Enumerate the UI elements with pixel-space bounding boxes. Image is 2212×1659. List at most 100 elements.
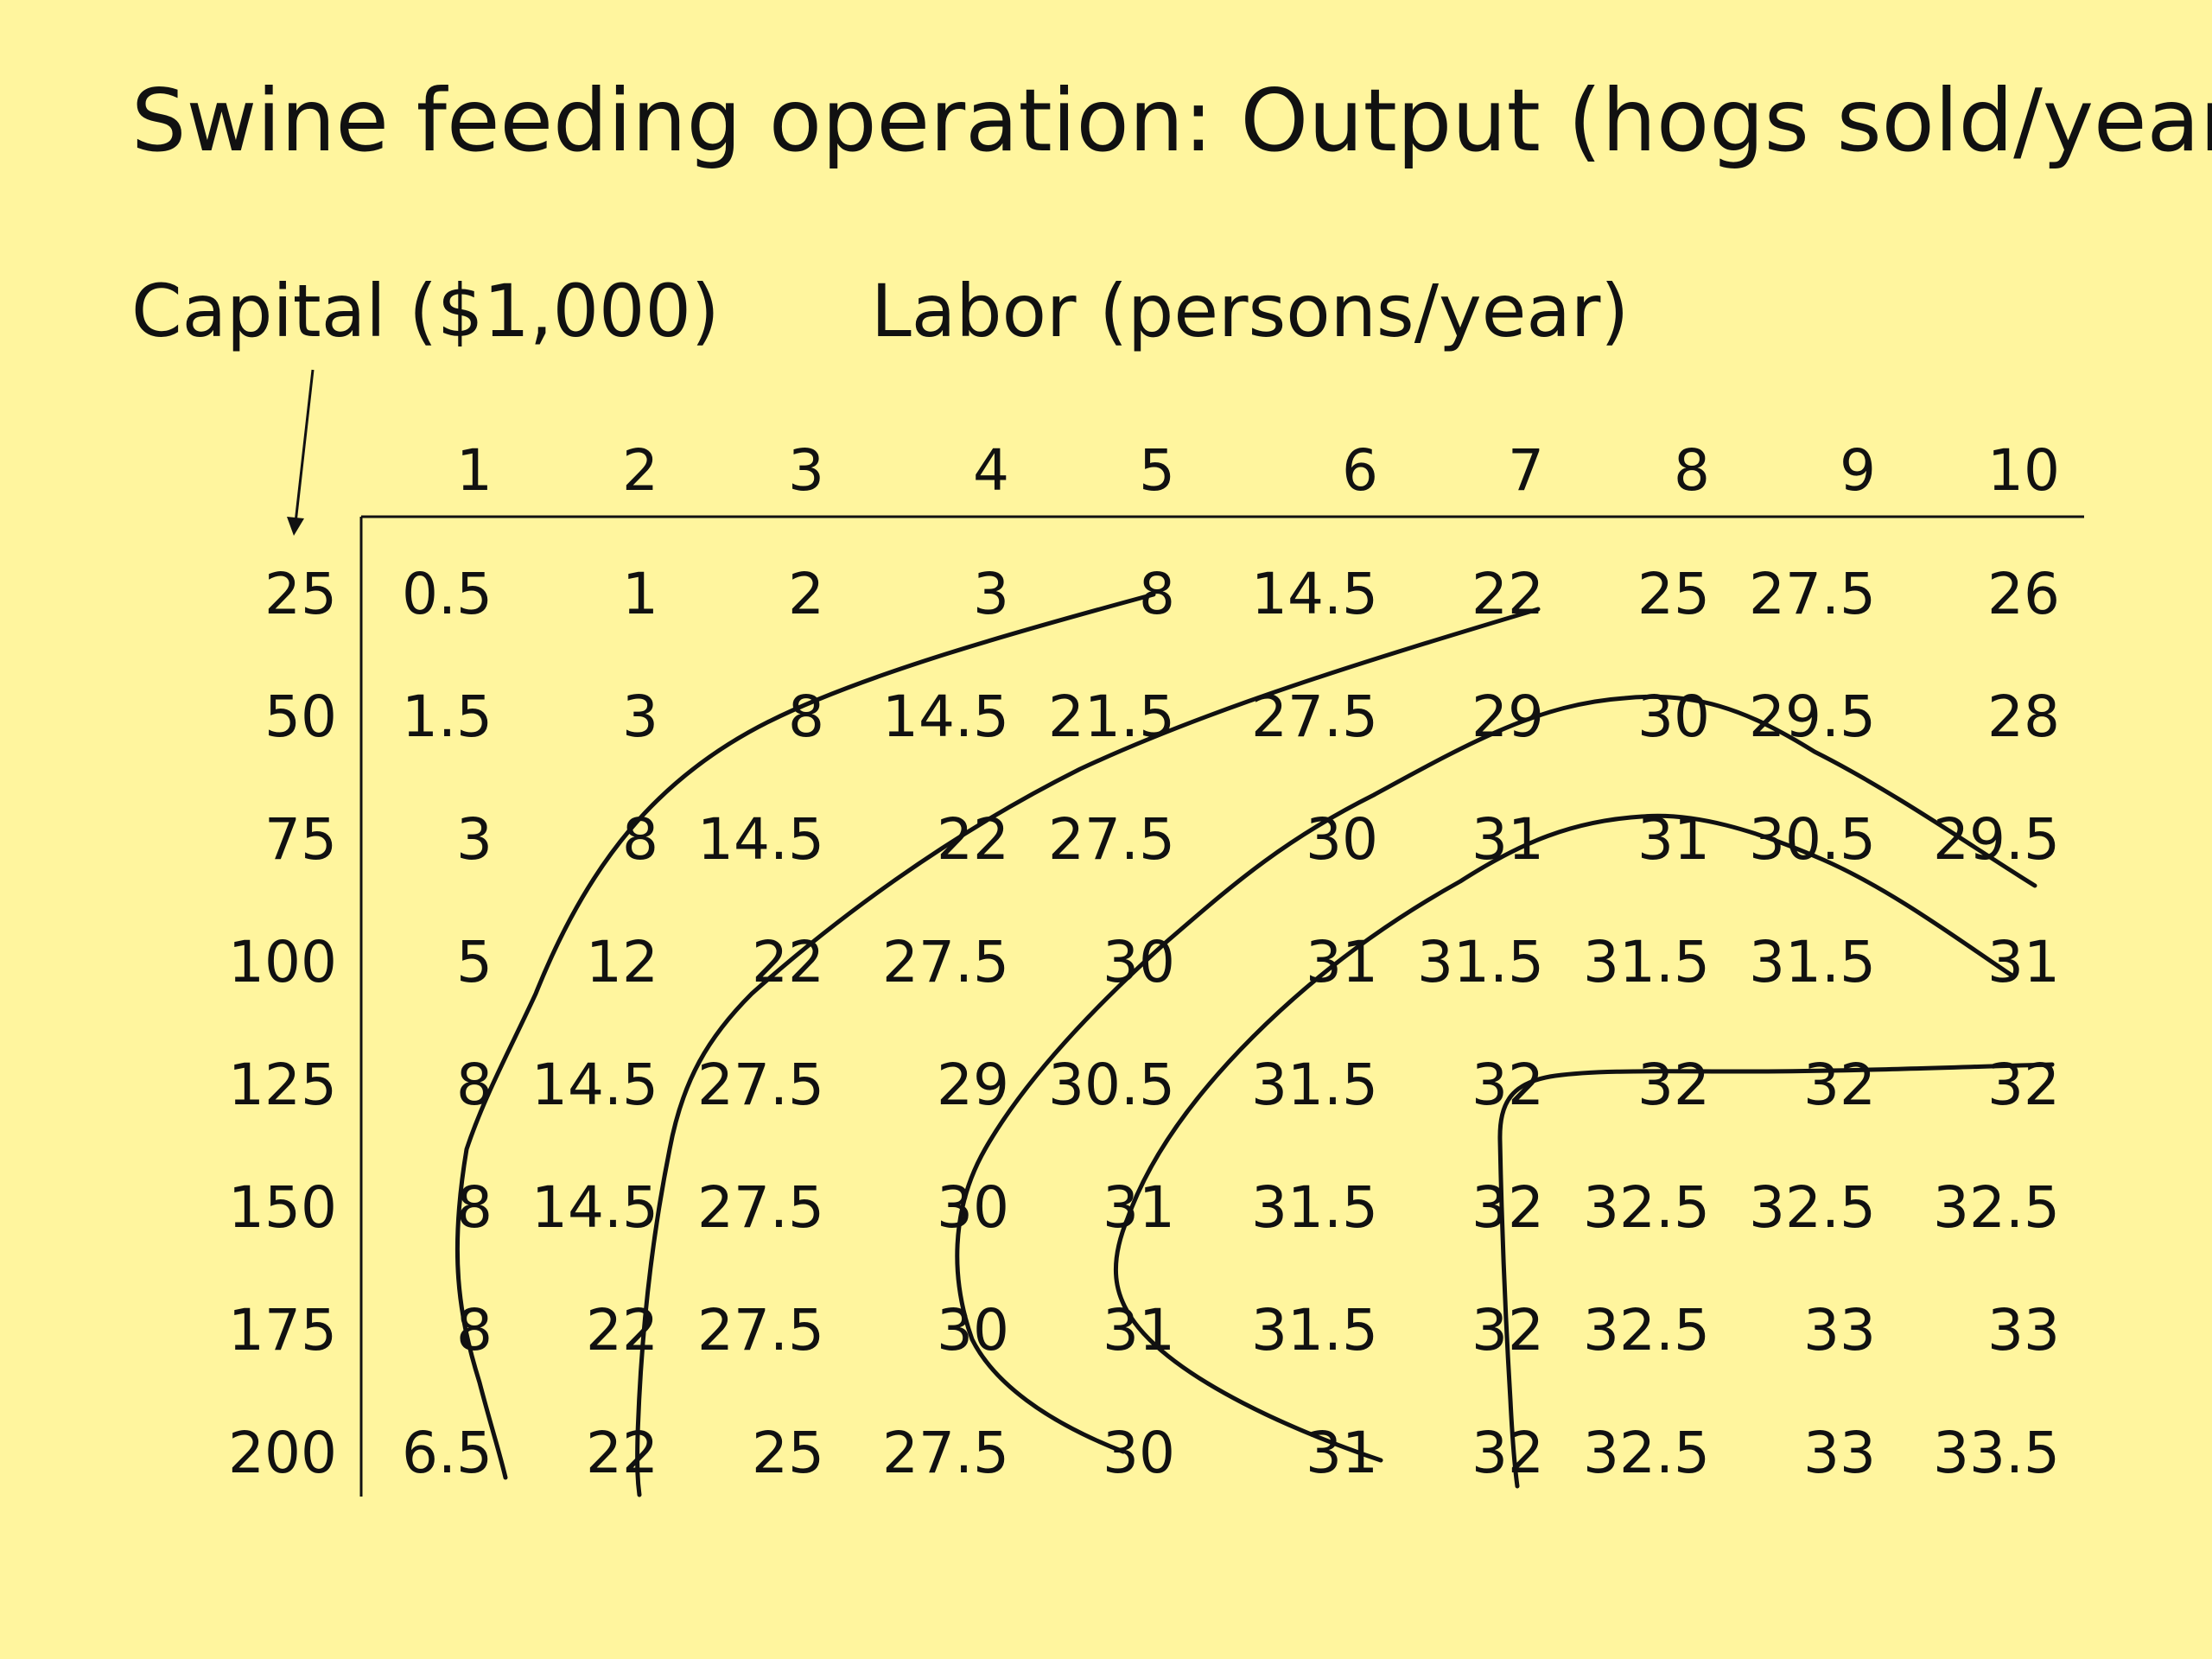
labor-header: 10: [1987, 437, 2060, 504]
table-cell: 29: [937, 1052, 1009, 1118]
table-cell: 22: [586, 1297, 658, 1363]
table-cell: 33: [1803, 1297, 1876, 1363]
table-cell: 1.5: [402, 683, 493, 750]
capital-arrow-head: [287, 517, 304, 536]
labor-header: 6: [1342, 437, 1378, 504]
table-cell: 30: [937, 1174, 1009, 1241]
table-cell: 14.5: [531, 1052, 658, 1118]
table-cell: 8: [788, 683, 824, 750]
table-cell: 32.5: [1583, 1174, 1710, 1241]
table-cell: 32.5: [1583, 1297, 1710, 1363]
labor-header: 2: [622, 437, 658, 504]
table-cell: 14.5: [531, 1174, 658, 1241]
labor-header: 1: [456, 437, 493, 504]
table-cell: 30: [1306, 806, 1378, 873]
table-cell: 31.5: [1749, 929, 1876, 995]
table-cell: 27.5: [697, 1174, 824, 1241]
table-cell: 30.5: [1749, 806, 1876, 873]
table-cell: 26: [1987, 561, 2060, 627]
table-cell: 27.5: [1048, 806, 1175, 873]
table-cell: 21.5: [1048, 683, 1175, 750]
table-cell: 28: [1987, 683, 2060, 750]
table-cell: 31.5: [1417, 929, 1544, 995]
table-cell: 8: [456, 1174, 493, 1241]
table-cell: 32.5: [1749, 1174, 1876, 1241]
table-cell: 29: [1471, 683, 1544, 750]
table-cell: 27.5: [1749, 561, 1876, 627]
table-cell: 31.5: [1583, 929, 1710, 995]
capital-header: 25: [264, 561, 337, 627]
table-cell: 27.5: [882, 1420, 1009, 1486]
labor-header: 9: [1840, 437, 1876, 504]
table-cell: 31.5: [1251, 1052, 1378, 1118]
labor-header: 3: [788, 437, 824, 504]
table-cell: 32: [1803, 1052, 1876, 1118]
isoquant-curve-31: [1113, 813, 2016, 1463]
table-cell: 31: [1471, 806, 1544, 873]
table-cell: 14.5: [697, 806, 824, 873]
table-cell: 8: [456, 1052, 493, 1118]
table-cell: 32: [1471, 1174, 1544, 1241]
isoquant-curve-32: [1497, 1062, 2055, 1489]
capital-header: 150: [228, 1174, 337, 1241]
table-cell: 22: [1471, 561, 1544, 627]
table-cell: 25: [1637, 561, 1710, 627]
table-cell: 12: [586, 929, 658, 995]
table-cell: 3: [973, 561, 1009, 627]
table-cell: 27.5: [882, 929, 1009, 995]
table-cell: 30: [1637, 683, 1710, 750]
table-cell: 30: [1103, 929, 1175, 995]
table-cell: 32: [1637, 1052, 1710, 1118]
table-cell: 2: [788, 561, 824, 627]
table-cell: 30.5: [1048, 1052, 1175, 1118]
table-cell: 29.5: [1749, 683, 1876, 750]
table-cell: 27.5: [697, 1052, 824, 1118]
table-cell: 31: [1103, 1297, 1175, 1363]
table-cell: 31.5: [1251, 1297, 1378, 1363]
capital-header: 125: [228, 1052, 337, 1118]
table-cell: 33.5: [1933, 1420, 2060, 1486]
table-cell: 30: [1103, 1420, 1175, 1486]
table-cell: 31: [1987, 929, 2060, 995]
table-cell: 22: [937, 806, 1009, 873]
table-cell: 32: [1471, 1420, 1544, 1486]
table-cell: 22: [752, 929, 824, 995]
table-cell: 1: [622, 561, 658, 627]
table-cell: 31.5: [1251, 1174, 1378, 1241]
labor-header: 8: [1674, 437, 1710, 504]
table-cell: 31: [1306, 929, 1378, 995]
table-cell: 31: [1637, 806, 1710, 873]
capital-header: 75: [264, 806, 337, 873]
table-cell: 33: [1803, 1420, 1876, 1486]
isoquant-curve-8: [454, 592, 1156, 1480]
table-cell: 5: [456, 929, 493, 995]
labor-axis-label: Labor (persons/year): [871, 269, 1630, 353]
isoquant-curve-22: [635, 607, 1541, 1497]
capital-header: 175: [228, 1297, 337, 1363]
capital-header: 200: [228, 1420, 337, 1486]
table-cell: 0.5: [402, 561, 493, 627]
slide-title: Swine feeding operation: Output (hogs so…: [131, 70, 2212, 171]
table-cell: 6.5: [402, 1420, 493, 1486]
table-cell: 33: [1987, 1297, 2060, 1363]
table-cell: 14.5: [882, 683, 1009, 750]
capital-arrow-shaft: [294, 369, 315, 524]
table-cell: 27.5: [1251, 683, 1378, 750]
table-cell: 31: [1103, 1174, 1175, 1241]
table-cell: 25: [752, 1420, 824, 1486]
capital-header: 50: [264, 683, 337, 750]
labor-header: 4: [973, 437, 1009, 504]
isoquant-curve-30: [955, 694, 2037, 1454]
table-cell: 14.5: [1251, 561, 1378, 627]
table-cell: 22: [586, 1420, 658, 1486]
table-cell: 3: [622, 683, 658, 750]
capital-header: 100: [228, 929, 337, 995]
table-cell: 8: [456, 1297, 493, 1363]
labor-header: 7: [1508, 437, 1544, 504]
table-cell: 32: [1987, 1052, 2060, 1118]
table-cell: 31: [1306, 1420, 1378, 1486]
table-cell: 29.5: [1933, 806, 2060, 873]
table-cell: 32: [1471, 1052, 1544, 1118]
table-cell: 32.5: [1933, 1174, 2060, 1241]
